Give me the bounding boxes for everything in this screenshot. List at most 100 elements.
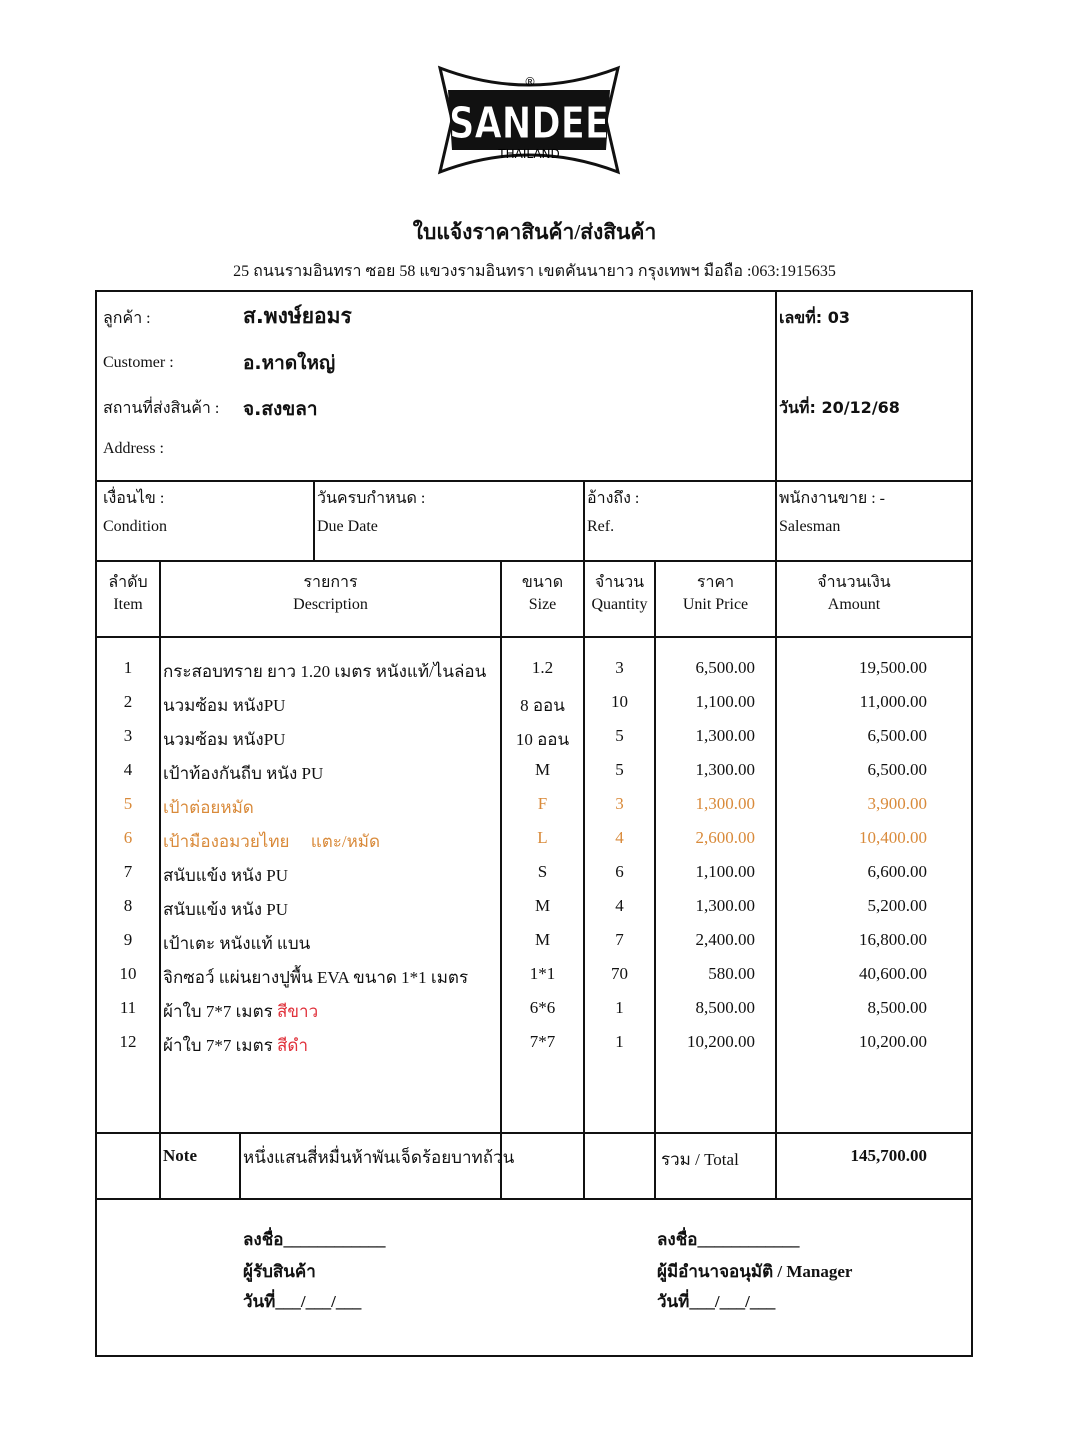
item-quantity: 3 [615, 794, 624, 813]
item-number: 5 [123, 794, 133, 813]
manager-date: วันที่___/___/___ [657, 1292, 776, 1311]
item-description-text: ผ้าใบ 7*7 เมตร [163, 1036, 278, 1055]
salesman-label-en: Salesman [779, 518, 841, 535]
customer-province: จ.สงขลา [243, 398, 318, 420]
item-number: 1 [123, 658, 133, 677]
item-description: กระสอบทราย ยาว 1.20 เมตร หนังแท้/ไนล่อน [163, 658, 493, 685]
item-description-text: ผ้าใบ 7*7 เมตร [163, 1002, 278, 1021]
item-description-text: นวมซ้อม หนังPU [163, 730, 286, 749]
ref-label-th: อ้างถึง : [587, 490, 640, 507]
item-description-text: นวมซ้อม หนังPU [163, 696, 286, 715]
item-number: 4 [123, 760, 133, 779]
item-description: นวมซ้อม หนังPU [163, 726, 493, 753]
item-unit-price: 1,300.00 [695, 794, 756, 813]
item-unit-price: 2,400.00 [695, 930, 756, 949]
column-header-en: Amount [827, 596, 881, 613]
item-number: 7 [123, 862, 133, 881]
item-quantity: 7 [615, 930, 624, 949]
item-description: สนับแข้ง หนัง PU [163, 896, 493, 923]
customer-district: อ.หาดใหญ่ [243, 352, 336, 374]
manager-signature-line: ลงชื่อ____________ [657, 1230, 800, 1249]
item-unit-price: 1,300.00 [695, 896, 756, 915]
item-amount: 40,600.00 [859, 964, 927, 983]
item-unit-price: 10,200.00 [687, 1032, 755, 1051]
column-header-en: Size [528, 596, 557, 613]
column-header-en: Quantity [591, 596, 648, 613]
item-size: F [537, 794, 548, 813]
item-description-text: จิกซอว์ แผ่นยางปูพื้น EVA ขนาด 1*1 เมตร [163, 968, 469, 987]
item-size: M [534, 896, 551, 915]
item-quantity: 5 [615, 760, 624, 779]
invoice-frame: ลูกค้า : ส.พงษ์ยอมร Customer : อ.หาดใหญ่… [95, 290, 973, 1357]
item-description: สนับแข้ง หนัง PU [163, 862, 493, 889]
item-amount: 19,500.00 [859, 658, 927, 677]
item-amount: 6,600.00 [867, 862, 928, 881]
item-quantity: 5 [615, 726, 624, 745]
item-unit-price: 1,300.00 [695, 726, 756, 745]
column-header-th: ลำดับ [108, 574, 148, 591]
customer-label-en: Customer : [103, 354, 174, 371]
customer-label-th: ลูกค้า : [103, 310, 151, 327]
item-description-text: กระสอบทราย ยาว 1.20 เมตร หนังแท้/ไนล่อน [163, 662, 487, 681]
svg-text:®: ® [524, 75, 536, 89]
receiver-role: ผู้รับสินค้า [243, 1262, 316, 1281]
item-size: L [537, 828, 548, 847]
item-quantity: 6 [615, 862, 624, 881]
due-date-label-th: วันครบกำหนด : [317, 490, 426, 507]
ref-label-en: Ref. [587, 518, 615, 535]
column-header-th: ราคา [696, 574, 735, 591]
item-amount: 6,500.00 [867, 760, 928, 779]
item-number: 11 [119, 998, 137, 1017]
column-header-en: Description [293, 596, 368, 613]
item-size: S [537, 862, 548, 881]
item-unit-price: 6,500.00 [695, 658, 756, 677]
column-header-en: Item [113, 596, 143, 613]
item-description-text: สนับแข้ง หนัง PU [163, 866, 289, 885]
amount-in-words: หนึ่งแสนสี่หมื่นห้าพันเจ็ดร้อยบาทถ้วน [243, 1148, 515, 1167]
column-header-th: จำนวน [594, 574, 645, 591]
item-number: 9 [123, 930, 133, 949]
document-number: เลขที่: 03 [779, 308, 850, 327]
svg-text:SANDEE: SANDEE [449, 98, 609, 149]
item-quantity: 10 [611, 692, 628, 711]
item-quantity: 4 [615, 828, 624, 847]
item-amount: 16,800.00 [859, 930, 927, 949]
item-description: จิกซอว์ แผ่นยางปูพื้น EVA ขนาด 1*1 เมตร [163, 964, 493, 991]
item-description: เป้าท้องกันถีบ หนัง PU [163, 760, 493, 787]
due-date-label-en: Due Date [317, 518, 378, 535]
receiver-date: วันที่___/___/___ [243, 1292, 362, 1311]
item-amount: 10,200.00 [859, 1032, 927, 1051]
item-description: ผ้าใบ 7*7 เมตร สีดำ [163, 1032, 493, 1059]
item-unit-price: 1,300.00 [695, 760, 756, 779]
item-quantity: 1 [615, 998, 624, 1017]
column-header-en: Unit Price [682, 596, 749, 613]
item-unit-price: 1,100.00 [695, 692, 756, 711]
receiver-signature-line: ลงชื่อ____________ [243, 1230, 386, 1249]
item-size: 7*7 [529, 1032, 556, 1051]
manager-role: ผู้มีอำนาจอนุมัติ / Manager [657, 1262, 853, 1281]
item-description: เป้ามืองอมวยไทย แตะ/หมัด [163, 828, 493, 855]
salesman-label-th: พนักงานขาย : - [779, 490, 885, 507]
item-description-text: สนับแข้ง หนัง PU [163, 900, 289, 919]
item-unit-price: 1,100.00 [695, 862, 756, 881]
svg-text:THAILAND: THAILAND [497, 147, 560, 161]
item-amount: 6,500.00 [867, 726, 928, 745]
condition-label-th: เงื่อนไข : [103, 490, 165, 507]
item-number: 10 [119, 964, 137, 983]
item-size: 6*6 [529, 998, 556, 1017]
item-number: 3 [123, 726, 133, 745]
item-number: 12 [119, 1032, 137, 1051]
item-size: 10 ออน [515, 730, 570, 749]
column-header-th: รายการ [303, 574, 358, 591]
item-amount: 5,200.00 [867, 896, 928, 915]
item-size: 1*1 [529, 964, 556, 983]
item-amount: 3,900.00 [867, 794, 928, 813]
item-color-note: สีดำ [277, 1036, 309, 1055]
item-unit-price: 2,600.00 [695, 828, 756, 847]
sandee-logo: SANDEE ® THAILAND [437, 65, 621, 175]
item-description-text: เป้ามืองอมวยไทย แตะ/หมัด [163, 832, 381, 851]
item-size: 8 ออน [520, 696, 565, 715]
total-label: รวม / Total [661, 1150, 739, 1169]
item-unit-price: 580.00 [708, 964, 755, 983]
item-unit-price: 8,500.00 [695, 998, 756, 1017]
